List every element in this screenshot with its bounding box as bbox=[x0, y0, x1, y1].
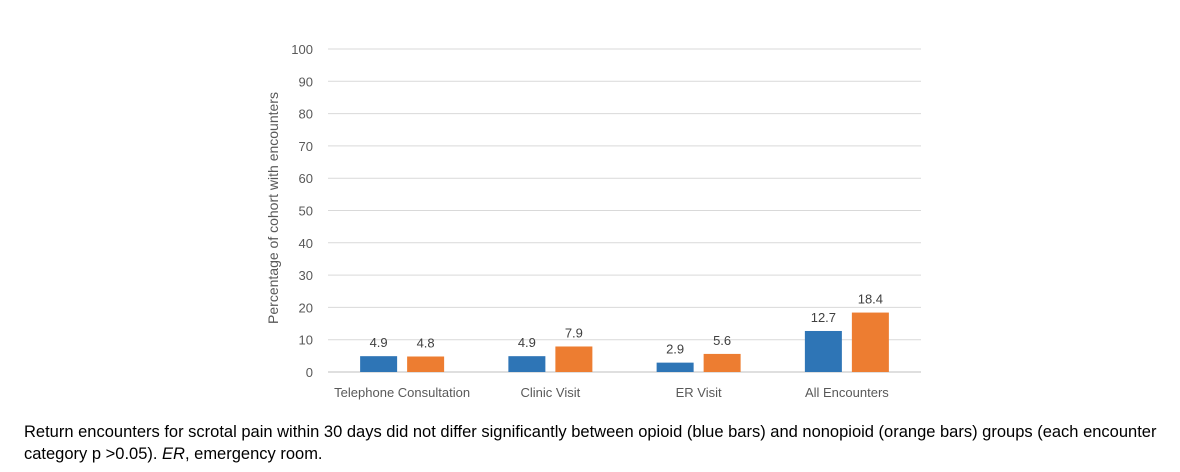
caption-text-end: , emergency room. bbox=[184, 445, 323, 463]
y-axis: 0 10 20 30 40 50 60 70 80 90 100 bbox=[291, 42, 313, 380]
gridlines bbox=[328, 48, 921, 373]
y-tick-label: 20 bbox=[299, 300, 313, 315]
y-tick-label: 70 bbox=[299, 139, 313, 154]
bar-opioid bbox=[360, 356, 398, 372]
bar-opioid bbox=[656, 362, 694, 372]
y-tick-label: 100 bbox=[291, 42, 313, 57]
bar-nonopioid bbox=[407, 356, 445, 372]
caption-abbreviation: ER bbox=[162, 445, 185, 463]
y-tick-label: 50 bbox=[299, 204, 313, 219]
data-label: 12.7 bbox=[811, 310, 836, 325]
x-tick-label: Clinic Visit bbox=[521, 385, 581, 400]
bar-nonopioid bbox=[555, 346, 593, 372]
bars: 4.9 4.8 4.9 7.9 2.9 5.6 12.7 18.4 bbox=[360, 292, 889, 372]
x-tick-label: ER Visit bbox=[676, 385, 722, 400]
y-axis-label: Percentage of cohort with encounters bbox=[265, 92, 281, 324]
y-tick-label: 10 bbox=[299, 333, 313, 348]
figure-caption: Return encounters for scrotal pain withi… bbox=[24, 421, 1169, 465]
bar-opioid bbox=[508, 356, 546, 372]
data-label: 4.9 bbox=[518, 335, 536, 350]
y-tick-label: 30 bbox=[299, 268, 313, 283]
y-tick-label: 90 bbox=[299, 74, 313, 89]
data-label: 5.6 bbox=[713, 333, 731, 348]
data-label: 4.9 bbox=[370, 335, 388, 350]
data-label: 4.8 bbox=[417, 335, 435, 350]
x-tick-label: Telephone Consultation bbox=[334, 385, 470, 400]
y-tick-label: 60 bbox=[299, 171, 313, 186]
x-tick-label: All Encounters bbox=[805, 385, 889, 400]
bar-opioid bbox=[804, 330, 842, 372]
y-tick-label: 80 bbox=[299, 107, 313, 122]
bar-nonopioid bbox=[703, 353, 741, 372]
bar-nonopioid bbox=[851, 312, 889, 372]
data-label: 18.4 bbox=[858, 292, 883, 307]
y-tick-label: 40 bbox=[299, 236, 313, 251]
y-tick-label: 0 bbox=[306, 365, 313, 380]
bar-chart: 0 10 20 30 40 50 60 70 80 90 100 Percentage of coh… bbox=[265, 42, 921, 400]
data-label: 2.9 bbox=[666, 342, 684, 357]
x-axis: Telephone Consultation Clinic Visit ER Vis… bbox=[334, 385, 889, 400]
data-label: 7.9 bbox=[565, 325, 583, 340]
caption-text: Return encounters for scrotal pain withi… bbox=[24, 423, 1157, 463]
